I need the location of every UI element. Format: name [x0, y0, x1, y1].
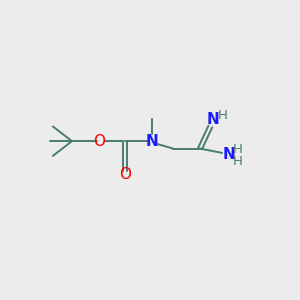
Text: N: N	[146, 134, 159, 149]
Text: N: N	[222, 147, 235, 162]
Text: H: H	[218, 109, 228, 122]
Text: N: N	[207, 112, 220, 128]
Text: H: H	[233, 142, 243, 156]
Text: O: O	[93, 134, 105, 149]
Text: O: O	[119, 167, 131, 182]
Text: H: H	[233, 155, 243, 168]
